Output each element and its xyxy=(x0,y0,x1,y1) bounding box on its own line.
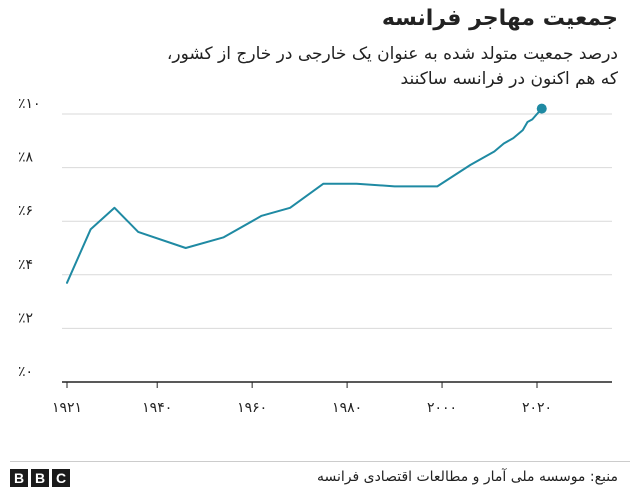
chart-title: جمعیت مهاجر فرانسه xyxy=(381,6,618,31)
y-tick-label-8: ٪۸ xyxy=(18,150,34,166)
logo-letter-b1: B xyxy=(10,469,28,487)
series-end-point xyxy=(536,103,547,114)
bbc-logo: B B C xyxy=(10,469,70,487)
y-axis-tick-labels: ٪۰ ٪۲ ٪۴ ٪۶ ٪۸ ٪۱۰ xyxy=(18,96,41,380)
x-tick-label-2020: ۲۰۲۰ xyxy=(522,400,552,416)
chart-subtitle: درصد جمعیت متولد شده به عنوان یک خارجی د… xyxy=(18,42,618,92)
logo-letter-c: C xyxy=(52,469,70,487)
x-tick-label-1960: ۱۹۶۰ xyxy=(237,400,267,416)
x-axis-tick-labels: ۱۹۲۱ ۱۹۴۰ ۱۹۶۰ ۱۹۸۰ ۲۰۰۰ ۲۰۲۰ xyxy=(52,382,552,416)
y-tick-label-0: ٪۰ xyxy=(18,364,33,380)
source-note: منبع: موسسه ملی آمار و مطالعات اقتصادی ف… xyxy=(316,469,618,485)
y-tick-label-6: ٪۶ xyxy=(18,203,33,219)
footer-divider xyxy=(10,461,630,462)
y-tick-label-10: ٪۱۰ xyxy=(18,96,41,112)
series xyxy=(66,103,547,284)
y-tick-label-2: ٪۲ xyxy=(18,310,33,326)
y-tick-label-4: ٪۴ xyxy=(18,257,33,273)
series-line-0 xyxy=(66,107,543,284)
x-tick-label-1980: ۱۹۸۰ xyxy=(332,400,362,416)
x-tick-label-1921: ۱۹۲۱ xyxy=(52,400,82,416)
subtitle-line-1: درصد جمعیت متولد شده به عنوان یک خارجی د… xyxy=(166,44,618,64)
logo-letter-b2: B xyxy=(31,469,49,487)
gridlines xyxy=(62,113,612,383)
x-tick-label-1940: ۱۹۴۰ xyxy=(142,400,172,416)
x-tick-label-2000: ۲۰۰۰ xyxy=(427,400,457,416)
subtitle-line-2: که هم اکنون در فرانسه ساکنند xyxy=(400,69,618,89)
